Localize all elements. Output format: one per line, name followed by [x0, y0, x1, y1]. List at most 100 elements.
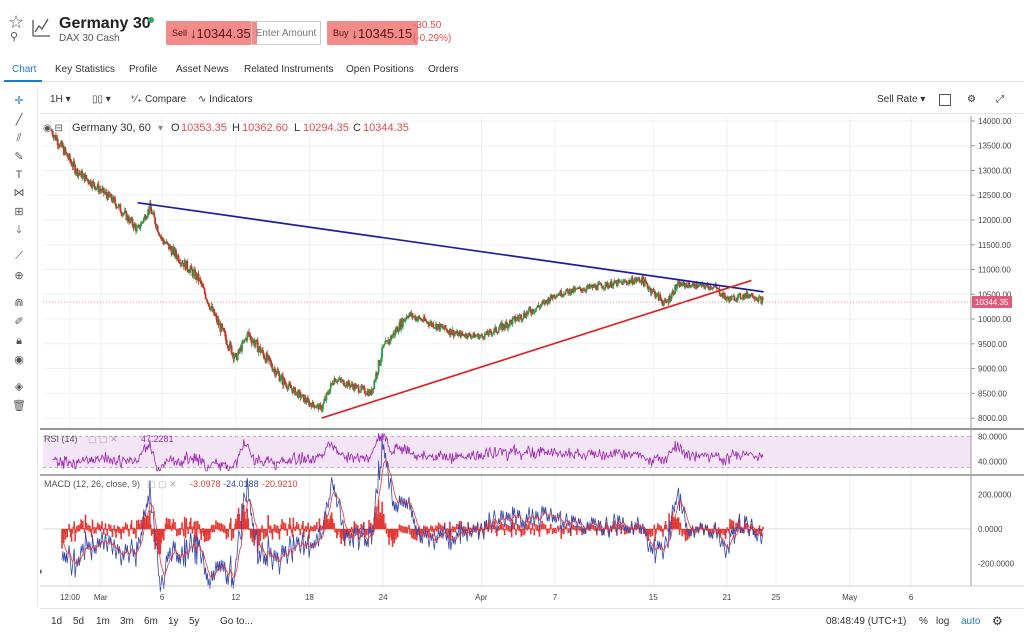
- macd-histogram-bar: [329, 521, 331, 530]
- range-1y[interactable]: 1y: [168, 616, 179, 627]
- chart-type-button[interactable]: ▯▯ ▾: [92, 94, 111, 105]
- tab-key-statistics[interactable]: Key Statistics: [55, 64, 116, 75]
- arrow-down-icon[interactable]: 🡓: [16, 224, 22, 236]
- tab-open-positions[interactable]: Open Positions: [346, 64, 414, 75]
- macd-histogram-bar: [379, 512, 382, 530]
- watchlist-icon[interactable]: ⚲: [10, 31, 19, 43]
- scroll-left-icon[interactable]: ◂: [37, 566, 42, 576]
- candle-body: [92, 181, 95, 183]
- macd-histogram-bar: [497, 525, 500, 530]
- buy-button[interactable]: Buy ↓ 10345.15: [327, 21, 419, 45]
- macd-histogram-bar: [576, 528, 578, 535]
- rsi-controls-icon[interactable]: ▢ ▢ ✕: [88, 434, 118, 444]
- macd-histogram-bar: [716, 528, 719, 531]
- macd-histogram-bar: [463, 526, 465, 530]
- tab-chart[interactable]: Chart: [12, 64, 37, 75]
- macd-histogram-bar: [339, 528, 342, 538]
- macd-histogram-bar: [733, 528, 736, 535]
- crosshair-icon[interactable]: ✛: [14, 95, 24, 107]
- settings-gear-icon[interactable]: ⚙: [967, 94, 976, 105]
- legend-open: 10353.35: [181, 122, 227, 134]
- interval-select[interactable]: 1H ▾: [50, 94, 71, 105]
- tab-related-instruments[interactable]: Related Instruments: [244, 64, 334, 75]
- macd-histogram-bar: [435, 525, 437, 530]
- settings-icon[interactable]: ⚙: [992, 614, 1003, 628]
- ruler-icon[interactable]: ⟋: [15, 250, 23, 262]
- log-toggle[interactable]: log: [936, 616, 950, 627]
- macd-histogram-bar: [70, 528, 73, 542]
- text-icon[interactable]: T: [15, 169, 23, 181]
- trash-icon[interactable]: 🗑︎: [12, 400, 26, 412]
- pattern-icon[interactable]: ⋈: [13, 187, 25, 199]
- amount-input[interactable]: Enter Amount: [251, 21, 321, 45]
- range-5d[interactable]: 5d: [73, 616, 85, 627]
- eye-icon[interactable]: ◉: [14, 354, 24, 366]
- fib-icon[interactable]: ⫽: [16, 132, 22, 144]
- macd-histogram-bar: [274, 528, 276, 533]
- candle-body: [160, 235, 163, 238]
- price-type-select[interactable]: Sell Rate ▾: [877, 94, 926, 105]
- zoom-icon[interactable]: ⊕: [14, 270, 24, 282]
- candle-body: [381, 347, 383, 358]
- range-5y[interactable]: 5y: [189, 616, 200, 627]
- compare-button[interactable]: ⁺⁄₊ Compare: [130, 94, 187, 105]
- macd-histogram-bar: [711, 528, 714, 534]
- candle-body: [98, 189, 101, 192]
- macd-histogram-bar: [97, 528, 100, 530]
- candle-body: [574, 288, 577, 292]
- macd-histogram-bar: [446, 528, 449, 530]
- layers-icon[interactable]: ◈: [14, 381, 24, 393]
- price-tick-label: 13500.00: [978, 142, 1012, 151]
- macd-histogram-bar: [231, 528, 234, 533]
- range-1m[interactable]: 1m: [96, 616, 110, 627]
- macd-histogram-bar: [539, 528, 542, 531]
- legend-options-icon[interactable]: ▾: [158, 123, 163, 134]
- percent-toggle[interactable]: %: [919, 616, 928, 627]
- macd-histogram-bar: [724, 528, 727, 539]
- indicators-button[interactable]: ∿ Indicators: [198, 94, 253, 105]
- range-1d[interactable]: 1d: [51, 616, 63, 627]
- watchlist-star-icon[interactable]: ☆: [8, 12, 25, 32]
- goto-button[interactable]: Go to...: [220, 616, 253, 627]
- macd-histogram-bar: [537, 528, 540, 532]
- brush-icon[interactable]: ✎: [14, 151, 24, 163]
- candle-body: [204, 293, 207, 299]
- macd-histogram-bar: [746, 528, 749, 530]
- candle-body: [323, 398, 326, 402]
- macd-histogram-bar: [449, 521, 451, 530]
- lock-icon[interactable]: 🔒︎: [16, 335, 22, 347]
- candle-body: [300, 397, 303, 398]
- magnet-icon[interactable]: ⋒: [14, 297, 24, 309]
- collapse-icon[interactable]: ◉ ⊟: [43, 123, 63, 134]
- candle-body: [341, 380, 343, 382]
- stay-drawing-icon[interactable]: ✐: [14, 316, 24, 328]
- macd-histogram-bar: [608, 528, 610, 537]
- macd-histogram-bar: [75, 528, 77, 534]
- macd-histogram-bar: [327, 523, 329, 530]
- price-chart[interactable]: 14000.00 13500.00 13000.00 12500.00 12000.00…: [37, 116, 1024, 606]
- macd-histogram-bar: [119, 528, 122, 534]
- range-3m[interactable]: 3m: [120, 616, 134, 627]
- tab-profile[interactable]: Profile: [129, 64, 158, 75]
- trendline-icon[interactable]: ╱: [15, 114, 23, 126]
- candle-body: [636, 279, 638, 282]
- sell-button[interactable]: Sell ↓ 10344.35: [166, 21, 257, 45]
- macd-histogram-bar: [677, 517, 680, 530]
- macd-histogram-bar: [564, 526, 567, 530]
- fullscreen-box-icon[interactable]: [939, 94, 951, 106]
- macd-histogram-bar: [206, 528, 209, 535]
- prediction-icon[interactable]: ⊞: [14, 206, 24, 218]
- candle-body: [625, 281, 628, 283]
- range-6m[interactable]: 6m: [144, 616, 158, 627]
- macd-histogram-bar: [560, 528, 563, 539]
- candle-body: [384, 340, 387, 344]
- macd-histogram-bar: [412, 528, 415, 540]
- expand-icon[interactable]: ⤢: [996, 94, 1004, 105]
- macd-controls-icon[interactable]: ▢ ▢ ✕: [147, 479, 177, 489]
- macd-histogram-bar: [423, 528, 426, 532]
- tab-orders[interactable]: Orders: [428, 64, 459, 75]
- tab-asset-news[interactable]: Asset News: [176, 64, 229, 75]
- macd-histogram-bar: [456, 528, 459, 530]
- chart-area[interactable]: 14000.00 13500.00 13000.00 12500.00 12000.00…: [37, 116, 1024, 606]
- auto-toggle[interactable]: auto: [961, 616, 981, 627]
